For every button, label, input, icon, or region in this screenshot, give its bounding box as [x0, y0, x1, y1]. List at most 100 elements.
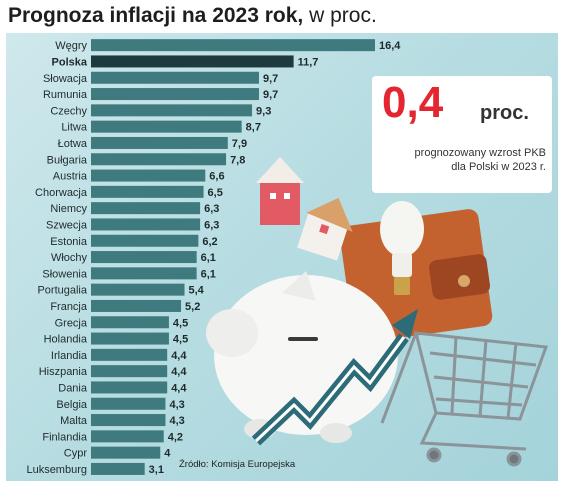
category-label: Holandia: [44, 334, 88, 346]
bar-chart: Węgry 16,4 Polska 11,7 Słowacja 9,7 Rumunia 9,7…: [26, 39, 401, 476]
gdp-forecast-description-line1: prognozowany wzrost PKB: [414, 147, 546, 159]
category-label: Chorwacja: [35, 187, 88, 199]
value-label: 4,5: [173, 334, 188, 346]
value-label: 4,4: [171, 382, 187, 394]
bar: [91, 316, 169, 329]
source-note: Źródło: Komisja Europejska: [179, 459, 296, 470]
bar: [91, 365, 168, 378]
category-label: Włochy: [51, 252, 88, 264]
bar: [91, 39, 375, 52]
house-red-illustration: [256, 157, 304, 225]
category-label: Irlandia: [51, 350, 88, 362]
gdp-forecast-description: prognozowany wzrost PKB dla Polski w 202…: [378, 146, 546, 174]
value-label: 11,7: [298, 56, 319, 68]
bar: [91, 348, 168, 361]
category-label: Łotwa: [58, 138, 88, 150]
category-label: Estonia: [50, 236, 88, 248]
bar: [91, 414, 166, 427]
value-label: 6,3: [204, 203, 219, 215]
bar: [91, 462, 145, 475]
bar: [91, 446, 161, 459]
title-unit: w proc.: [303, 4, 377, 27]
bar: [91, 136, 228, 149]
bar: [91, 120, 242, 133]
value-label: 9,3: [256, 105, 271, 117]
category-label: Szwecja: [46, 219, 88, 231]
bar: [91, 104, 253, 117]
rising-arrow-icon: [251, 309, 418, 446]
page-title: Prognoza inflacji na 2023 rok, w proc.: [8, 4, 377, 28]
category-label: Węgry: [55, 40, 87, 52]
bar: [91, 332, 169, 345]
value-label: 16,4: [379, 40, 401, 52]
category-label: Francja: [50, 301, 88, 313]
value-label: 5,2: [185, 301, 200, 313]
category-label: Belgia: [56, 399, 87, 411]
house-white-illustration: [297, 197, 353, 261]
value-label: 6,1: [201, 252, 216, 264]
lightbulb-illustration: [380, 201, 424, 295]
gdp-forecast-value: 0,4: [382, 78, 444, 127]
value-label: 4: [164, 448, 171, 460]
bar: [91, 299, 182, 312]
category-label: Finlandia: [42, 431, 88, 443]
category-label: Dania: [58, 382, 88, 394]
bar: [91, 153, 227, 166]
value-label: 4,2: [168, 431, 183, 443]
category-label: Austria: [53, 171, 88, 183]
category-label: Słowenia: [42, 268, 88, 280]
value-label: 8,7: [246, 122, 261, 134]
bar: [91, 88, 259, 101]
illustration: [206, 157, 549, 467]
category-label: Niemcy: [50, 203, 87, 215]
bar: [91, 185, 204, 198]
value-label: 6,1: [201, 268, 216, 280]
category-label: Hiszpania: [39, 366, 88, 378]
category-label: Słowacja: [43, 73, 88, 85]
value-label: 5,4: [189, 285, 205, 297]
value-label: 7,9: [232, 138, 247, 150]
value-label: 6,2: [202, 236, 217, 248]
category-label: Portugalia: [37, 285, 87, 297]
gdp-forecast-card: 0,4 proc. prognozowany wzrost PKB dla Po…: [372, 76, 552, 193]
category-label: Grecja: [55, 317, 88, 329]
chart-panel: Węgry 16,4 Polska 11,7 Słowacja 9,7 Rumunia 9,7…: [6, 33, 558, 481]
bar: [91, 169, 206, 182]
bar: [91, 218, 201, 231]
value-label: 7,8: [230, 154, 245, 166]
value-label: 4,4: [171, 350, 187, 362]
bar: [91, 251, 197, 264]
bar: [91, 55, 294, 68]
value-label: 4,5: [173, 317, 188, 329]
title-main: Prognoza inflacji na 2023 rok,: [8, 4, 304, 27]
shopping-cart-icon: [380, 331, 549, 467]
bar: [91, 202, 201, 215]
bar: [91, 71, 259, 84]
value-label: 9,7: [263, 89, 278, 101]
value-label: 4,4: [171, 366, 187, 378]
value-label: 4,3: [169, 415, 184, 427]
category-label: Bułgaria: [47, 154, 88, 166]
category-label: Cypr: [64, 448, 88, 460]
value-label: 9,7: [263, 73, 278, 85]
category-label: Luksemburg: [26, 464, 87, 476]
value-label: 3,1: [149, 464, 164, 476]
category-label: Malta: [60, 415, 88, 427]
bar: [91, 283, 185, 296]
bar: [91, 381, 168, 394]
category-label: Czechy: [50, 105, 87, 117]
bar: [91, 234, 199, 247]
bar: [91, 397, 166, 410]
value-label: 6,6: [209, 171, 224, 183]
category-label: Polska: [52, 56, 88, 68]
bars-layer: Węgry 16,4 Polska 11,7 Słowacja 9,7 Rumunia 9,7…: [26, 39, 401, 476]
category-label: Rumunia: [43, 89, 88, 101]
value-label: 4,3: [169, 399, 184, 411]
value-label: 6,5: [208, 187, 223, 199]
category-label: Litwa: [61, 122, 88, 134]
gdp-forecast-unit: proc.: [480, 102, 529, 124]
bar: [91, 267, 197, 280]
gdp-forecast-description-line2: dla Polski w 2023 r.: [451, 161, 546, 173]
bar: [91, 430, 164, 443]
value-label: 6,3: [204, 219, 219, 231]
